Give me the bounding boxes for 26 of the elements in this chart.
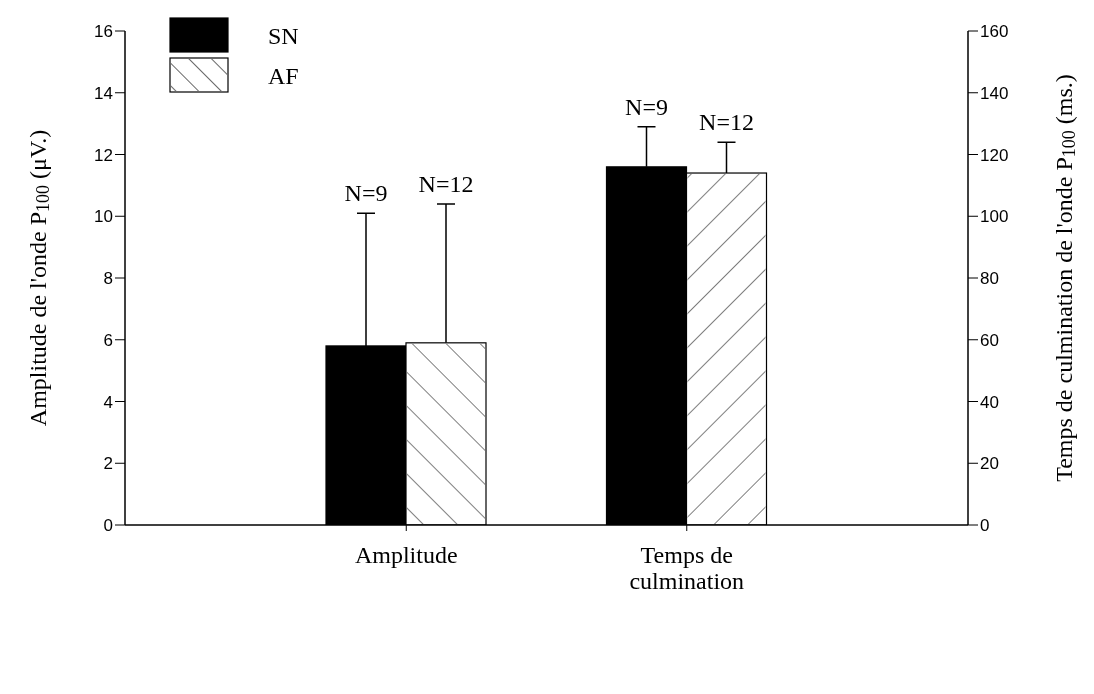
y2-tick-label: 140 [980, 83, 1009, 103]
y2-tick-label: 60 [980, 330, 999, 350]
y-tick-label: 0 [103, 516, 113, 536]
y-tick-label: 14 [94, 83, 113, 103]
y2-tick-label: 80 [980, 269, 999, 289]
annotation: N=12 [699, 109, 754, 136]
y-tick-label: 10 [94, 207, 113, 227]
y-tick-label: 8 [103, 269, 113, 289]
legend-label: SN [268, 23, 299, 49]
y-tick-label: 6 [103, 330, 113, 350]
y2-tick-label: 160 [980, 22, 1009, 42]
y-tick-label: 2 [103, 454, 113, 474]
annotation: N=12 [418, 170, 474, 197]
y2-tick-label: 100 [980, 207, 1009, 227]
legend-label: AF [268, 63, 299, 89]
x-tick-label: Amplitude [354, 542, 458, 568]
y-tick-label: 12 [94, 145, 113, 165]
y2-tick-label: 0 [980, 516, 990, 536]
y2-tick-label: 40 [980, 392, 999, 412]
annotation: N=9 [344, 180, 388, 207]
annotation: N=9 [625, 93, 668, 120]
x-tick-label: Temps de culmination [629, 542, 745, 594]
y2-tick-label: 120 [980, 145, 1009, 165]
y2-tick-label: 20 [980, 454, 999, 474]
y-tick-label: 4 [103, 392, 113, 412]
y-tick-label: 16 [94, 22, 113, 42]
